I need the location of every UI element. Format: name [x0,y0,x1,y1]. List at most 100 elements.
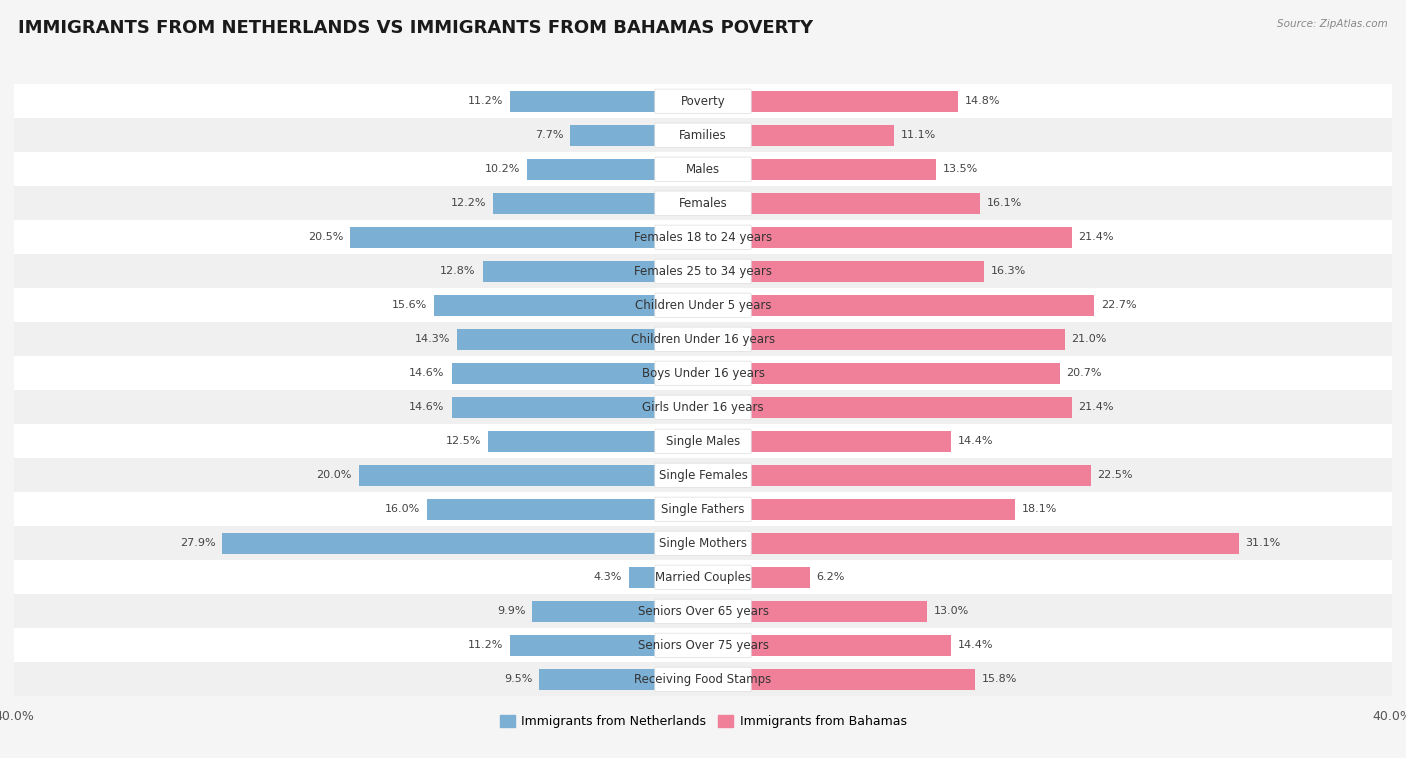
FancyBboxPatch shape [655,327,751,352]
FancyBboxPatch shape [655,497,751,522]
Text: 15.8%: 15.8% [981,675,1018,684]
Bar [14,84,1392,118]
Text: 21.4%: 21.4% [1078,233,1114,243]
Text: 31.1%: 31.1% [1246,538,1281,548]
Text: 7.7%: 7.7% [536,130,564,140]
Text: 14.4%: 14.4% [957,437,994,446]
Text: Girls Under 16 years: Girls Under 16 years [643,401,763,414]
Bar [488,431,703,452]
FancyBboxPatch shape [655,633,751,658]
Bar [703,533,1239,554]
Bar [14,628,1392,662]
FancyBboxPatch shape [655,293,751,318]
Bar [703,158,935,180]
Text: Females: Females [679,197,727,210]
Bar [14,493,1392,526]
Text: 18.1%: 18.1% [1022,504,1057,515]
Text: Children Under 16 years: Children Under 16 years [631,333,775,346]
FancyBboxPatch shape [655,565,751,590]
Bar [222,533,703,554]
Text: Poverty: Poverty [681,95,725,108]
Text: 11.2%: 11.2% [468,96,503,106]
Bar [703,329,1064,350]
Text: 16.1%: 16.1% [987,199,1022,208]
Bar [350,227,703,248]
Bar [451,397,703,418]
Text: 12.2%: 12.2% [450,199,486,208]
Bar [703,567,810,588]
FancyBboxPatch shape [655,89,751,114]
FancyBboxPatch shape [655,599,751,624]
Bar [533,601,703,622]
Text: 22.7%: 22.7% [1101,300,1136,310]
Bar [457,329,703,350]
Text: Single Mothers: Single Mothers [659,537,747,550]
Bar [14,186,1392,221]
Text: 16.3%: 16.3% [991,266,1026,277]
FancyBboxPatch shape [655,531,751,556]
Text: 6.2%: 6.2% [817,572,845,582]
Text: 14.4%: 14.4% [957,641,994,650]
Bar [628,567,703,588]
Bar [703,601,927,622]
Text: 20.7%: 20.7% [1066,368,1102,378]
Text: 22.5%: 22.5% [1098,471,1133,481]
Bar [14,288,1392,322]
Text: Females 18 to 24 years: Females 18 to 24 years [634,231,772,244]
Bar [703,227,1071,248]
Bar [703,465,1091,486]
Text: IMMIGRANTS FROM NETHERLANDS VS IMMIGRANTS FROM BAHAMAS POVERTY: IMMIGRANTS FROM NETHERLANDS VS IMMIGRANT… [18,19,814,37]
Bar [703,295,1094,316]
Text: Seniors Over 75 years: Seniors Over 75 years [637,639,769,652]
Bar [571,125,703,146]
Text: 11.1%: 11.1% [901,130,936,140]
Text: 27.9%: 27.9% [180,538,215,548]
Text: Females 25 to 34 years: Females 25 to 34 years [634,265,772,278]
Bar [14,390,1392,424]
Bar [527,158,703,180]
Text: Children Under 5 years: Children Under 5 years [634,299,772,312]
Text: Boys Under 16 years: Boys Under 16 years [641,367,765,380]
Bar [482,261,703,282]
Bar [14,152,1392,186]
Bar [703,363,1060,384]
FancyBboxPatch shape [655,463,751,487]
Text: 11.2%: 11.2% [468,641,503,650]
Text: 12.5%: 12.5% [446,437,481,446]
Text: 4.3%: 4.3% [593,572,621,582]
Bar [434,295,703,316]
Text: 14.3%: 14.3% [415,334,450,344]
Text: Single Females: Single Females [658,469,748,482]
Bar [703,397,1071,418]
Text: 21.0%: 21.0% [1071,334,1107,344]
Bar [451,363,703,384]
Text: Single Fathers: Single Fathers [661,503,745,516]
Text: 15.6%: 15.6% [392,300,427,310]
Text: Married Couples: Married Couples [655,571,751,584]
FancyBboxPatch shape [655,191,751,215]
Text: Receiving Food Stamps: Receiving Food Stamps [634,673,772,686]
FancyBboxPatch shape [655,157,751,182]
Text: 14.6%: 14.6% [409,402,444,412]
Bar [14,560,1392,594]
Text: 9.5%: 9.5% [505,675,533,684]
Text: Single Males: Single Males [666,435,740,448]
Text: 20.5%: 20.5% [308,233,343,243]
Bar [510,91,703,112]
FancyBboxPatch shape [655,361,751,386]
Bar [359,465,703,486]
Bar [494,193,703,214]
Text: 9.9%: 9.9% [498,606,526,616]
Bar [703,193,980,214]
Text: Families: Families [679,129,727,142]
Legend: Immigrants from Netherlands, Immigrants from Bahamas: Immigrants from Netherlands, Immigrants … [495,710,911,733]
Bar [703,431,950,452]
Text: 10.2%: 10.2% [485,164,520,174]
FancyBboxPatch shape [655,667,751,692]
Bar [703,125,894,146]
Text: 21.4%: 21.4% [1078,402,1114,412]
FancyBboxPatch shape [655,395,751,420]
Bar [14,594,1392,628]
FancyBboxPatch shape [655,225,751,249]
Bar [510,635,703,656]
